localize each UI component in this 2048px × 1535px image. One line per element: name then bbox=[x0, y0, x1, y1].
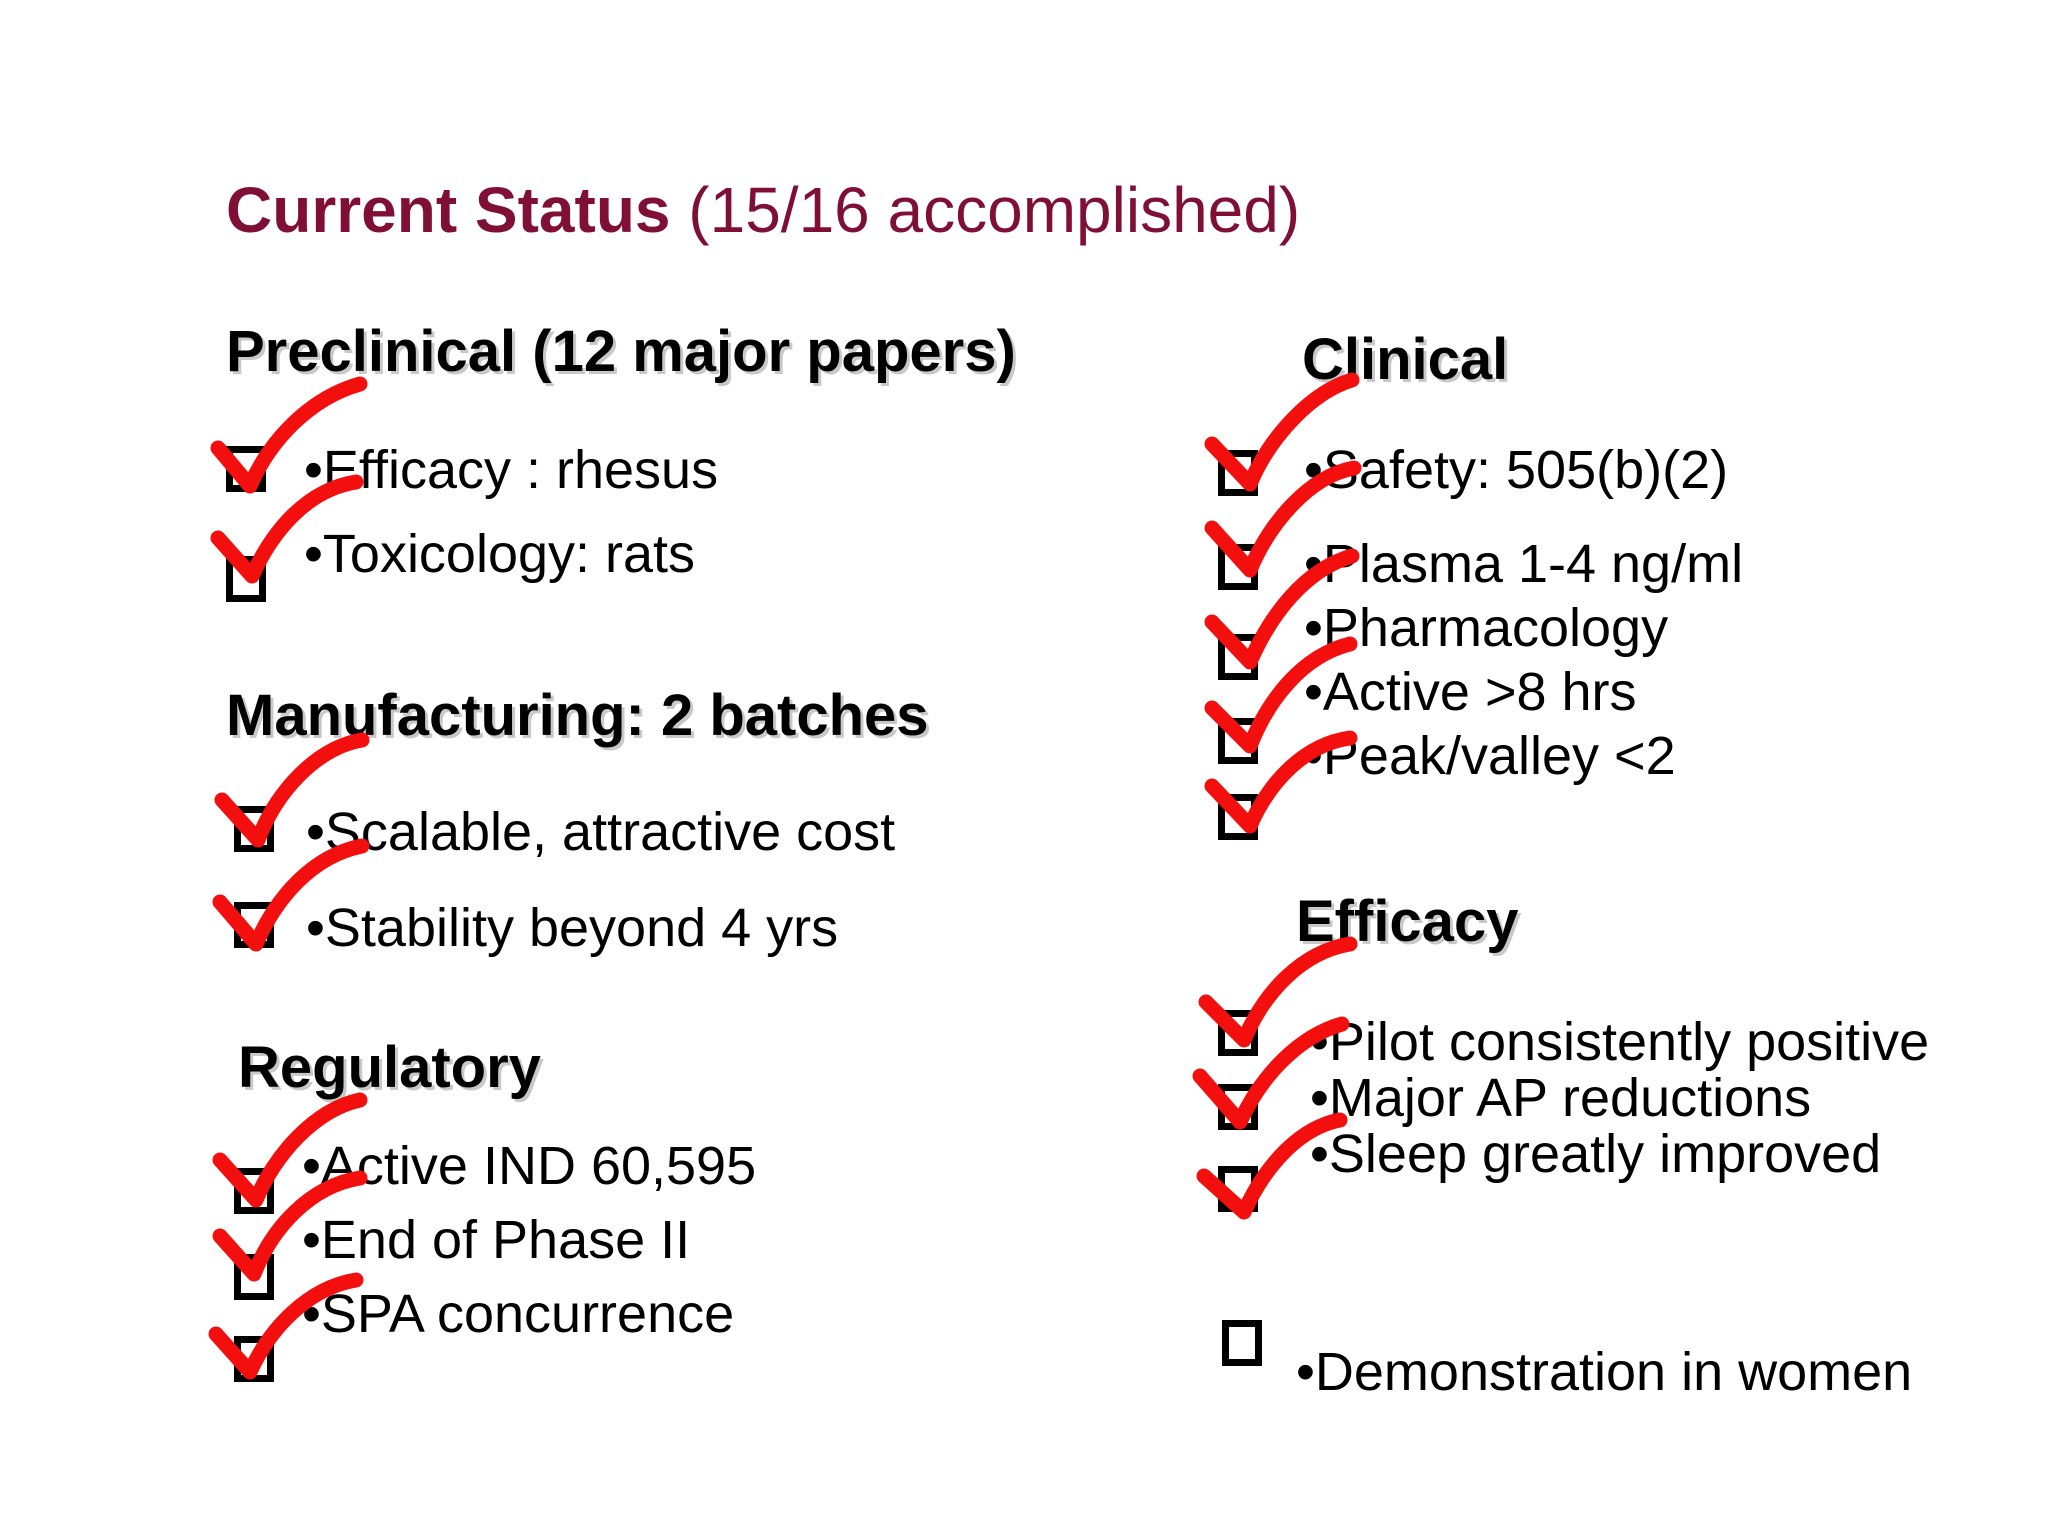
preclinical-item-toxicology: •Toxicology: rats bbox=[304, 524, 696, 584]
efficacy-item-pilot: •Pilot consistently positive bbox=[1310, 1012, 1930, 1072]
manufacturing-heading: Manufacturing: 2 batches bbox=[226, 683, 929, 748]
checkbox-icon bbox=[234, 1336, 274, 1382]
regulatory-item-phase: •End of Phase II bbox=[302, 1210, 691, 1270]
manufacturing-item-scalable: •Scalable, attractive cost bbox=[306, 802, 896, 862]
title-progress: (15/16 accomplished) bbox=[688, 174, 1301, 246]
efficacy-heading: Efficacy bbox=[1296, 889, 1519, 954]
preclinical-heading: Preclinical (12 major papers) bbox=[226, 319, 1016, 384]
checkbox-icon bbox=[226, 446, 266, 492]
efficacy-item-women: •Demonstration in women bbox=[1296, 1342, 1913, 1402]
clinical-item-peak: •Peak/valley <2 bbox=[1304, 726, 1676, 786]
checkbox-icon bbox=[1218, 1166, 1258, 1212]
checkbox-icon bbox=[1222, 1320, 1262, 1366]
regulatory-item-ind: •Active IND 60,595 bbox=[302, 1136, 757, 1196]
checkbox-icon bbox=[234, 1254, 274, 1300]
efficacy-item-ap: •Major AP reductions bbox=[1310, 1068, 1812, 1128]
checkbox-icon bbox=[1218, 450, 1258, 496]
regulatory-item-spa: •SPA concurrence bbox=[302, 1284, 735, 1344]
checkbox-icon bbox=[234, 806, 274, 852]
checkbox-icon bbox=[234, 902, 274, 948]
checkbox-icon bbox=[226, 556, 266, 602]
clinical-item-active: •Active >8 hrs bbox=[1304, 662, 1637, 722]
checkbox-icon bbox=[1218, 794, 1258, 840]
preclinical-item-efficacy: •Efficacy : rhesus bbox=[304, 440, 719, 500]
checkbox-icon bbox=[1218, 718, 1258, 764]
slide-title: Current Status (15/16 accomplished) bbox=[226, 172, 1300, 248]
regulatory-heading: Regulatory bbox=[238, 1035, 541, 1100]
clinical-item-pharmacology: •Pharmacology bbox=[1304, 598, 1669, 658]
checkbox-icon bbox=[1218, 1010, 1258, 1056]
manufacturing-item-stability: •Stability beyond 4 yrs bbox=[306, 898, 839, 958]
checkbox-icon bbox=[1218, 544, 1258, 590]
checkbox-icon bbox=[1218, 634, 1258, 680]
clinical-heading: Clinical bbox=[1302, 327, 1509, 392]
title-main: Current Status bbox=[226, 174, 671, 246]
checkbox-icon bbox=[234, 1168, 274, 1214]
checkbox-icon bbox=[1218, 1084, 1258, 1130]
clinical-item-safety: •Safety: 505(b)(2) bbox=[1304, 440, 1729, 500]
efficacy-item-sleep: •Sleep greatly improved bbox=[1310, 1124, 1882, 1184]
clinical-item-plasma: •Plasma 1-4 ng/ml bbox=[1304, 534, 1744, 594]
